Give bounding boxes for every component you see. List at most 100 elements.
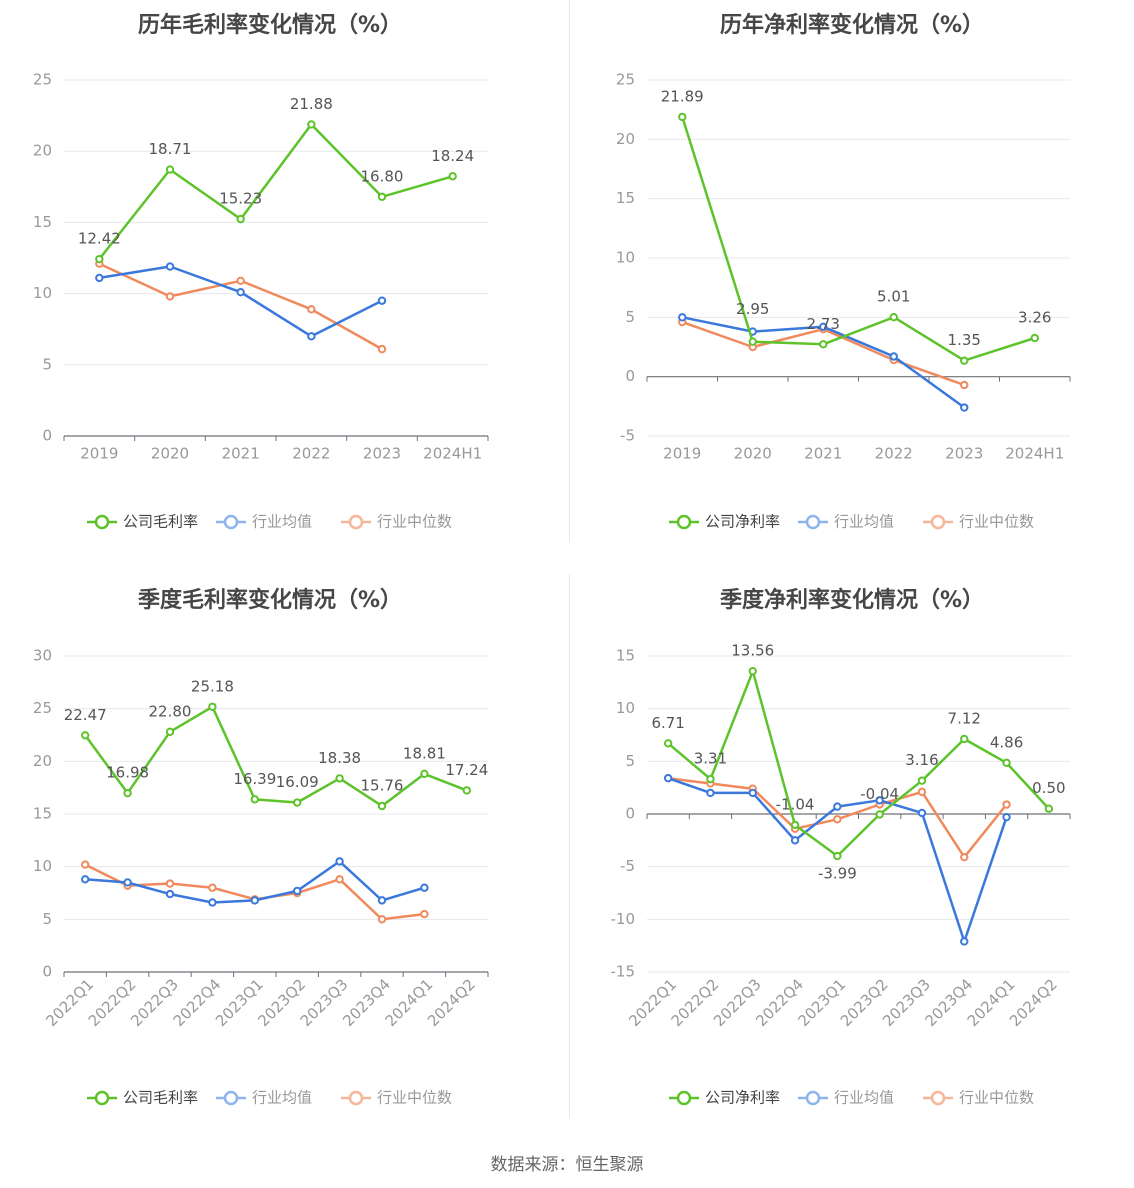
point-industry_avg	[678, 313, 687, 322]
legend-marker	[348, 514, 364, 530]
point-industry_avg	[1002, 812, 1011, 822]
legend-label: 行业中位数	[959, 1089, 1034, 1107]
legend-item[interactable]: 行业均值	[216, 513, 312, 531]
point-industry_avg	[420, 883, 429, 892]
series-line-company	[84, 705, 468, 808]
point-industry_avg	[819, 322, 828, 332]
chart-annual-net: 历年净利率变化情况（%） -5 0 5 10 15 20 25 2019 2020 2021 2022…	[616, 12, 1071, 531]
data-label: 4.86	[990, 733, 1023, 751]
vertical-divider-bottom	[569, 574, 570, 1118]
legend-marker	[805, 514, 821, 530]
point-company	[960, 734, 969, 744]
y-tick-label: 10	[33, 857, 52, 875]
point-company	[236, 214, 245, 224]
point-company	[819, 340, 828, 349]
point-company	[1030, 333, 1039, 343]
point-industry_median	[833, 815, 842, 824]
legend-label: 行业中位数	[959, 513, 1034, 531]
legend-item[interactable]: 行业均值	[798, 513, 894, 531]
legend-item[interactable]: 行业中位数	[341, 1089, 452, 1107]
point-industry_median	[165, 292, 175, 301]
point-company	[678, 112, 687, 122]
y-tick-label: 0	[42, 963, 52, 981]
point-industry_avg	[123, 878, 132, 887]
point-company	[889, 313, 898, 322]
x-tick-label: 2024Q2	[424, 975, 479, 1030]
legend-marker	[676, 1090, 692, 1106]
series-line-company	[98, 123, 454, 260]
chart-annual-gross: 历年毛利率变化情况（%） 0 5 10 15 20 25 2019 2020 2021 2022 20…	[33, 12, 489, 531]
legend-item[interactable]: 公司毛利率	[87, 1089, 198, 1107]
legend-marker	[223, 514, 239, 530]
point-industry_avg	[81, 875, 90, 884]
data-label: 18.81	[403, 744, 446, 762]
legend-item[interactable]: 公司净利率	[669, 1089, 780, 1107]
point-company	[448, 172, 457, 181]
data-label: -3.99	[818, 865, 857, 883]
point-industry_median	[960, 852, 969, 862]
point-industry_median	[917, 787, 927, 797]
point-company	[165, 165, 175, 174]
x-tick-label: 2020	[151, 445, 189, 463]
point-company	[420, 769, 429, 779]
x-tick-label: 2019	[663, 445, 701, 463]
point-company	[1002, 758, 1011, 768]
point-industry_median	[165, 879, 175, 888]
y-tick-label: 20	[33, 142, 52, 160]
series-line-company	[667, 669, 1050, 858]
x-tick-label: 2021	[222, 445, 260, 463]
point-company	[377, 192, 387, 201]
data-label: 22.80	[149, 702, 192, 720]
y-tick-label: -15	[611, 963, 636, 981]
x-tick-label: 2022	[875, 445, 913, 463]
point-industry_avg	[833, 802, 842, 811]
data-label: 18.71	[149, 140, 192, 158]
legend-item[interactable]: 公司毛利率	[87, 513, 198, 531]
x-tick-label: 2023	[945, 445, 983, 463]
y-tick-label: 15	[616, 189, 635, 207]
y-tick-label: 10	[616, 699, 635, 717]
data-label: -0.04	[860, 785, 899, 803]
data-label: 18.24	[431, 147, 474, 165]
legend-item[interactable]: 行业中位数	[923, 513, 1034, 531]
point-industry_avg	[917, 808, 927, 818]
point-industry_median	[208, 883, 217, 892]
point-industry_median	[1002, 800, 1011, 809]
y-tick-label: -5	[620, 427, 635, 445]
y-tick-label: 15	[616, 647, 635, 665]
data-label: 16.80	[361, 167, 404, 185]
x-tick-label: 2020	[734, 445, 772, 463]
data-label: -1.04	[776, 795, 815, 813]
legend-item[interactable]: 行业均值	[798, 1089, 894, 1107]
point-industry_median	[335, 875, 344, 884]
point-industry_avg	[960, 403, 969, 412]
legend-item[interactable]: 行业中位数	[923, 1089, 1034, 1107]
chart-quarterly-net: 季度净利率变化情况（%）-15-10-50510152022Q12022Q220…	[611, 587, 1071, 1107]
data-label: 15.76	[361, 776, 404, 794]
y-tick-label: 20	[616, 130, 635, 148]
legend-label: 公司毛利率	[123, 1089, 198, 1107]
point-company	[917, 776, 927, 785]
data-label: 25.18	[191, 677, 234, 695]
point-industry_avg	[377, 296, 387, 305]
legend-item[interactable]: 公司净利率	[669, 513, 780, 531]
point-company	[663, 739, 673, 748]
y-tick-label: 15	[33, 213, 52, 231]
legend-label: 行业中位数	[377, 1089, 452, 1107]
y-tick-label: 5	[625, 308, 635, 326]
point-company	[335, 774, 344, 783]
point-company	[377, 801, 387, 811]
point-industry_median	[377, 915, 387, 924]
data-label: 18.38	[318, 749, 361, 767]
point-company	[706, 774, 715, 784]
data-label: 22.47	[64, 706, 107, 724]
point-industry_median	[420, 909, 429, 919]
point-industry_avg	[875, 796, 884, 805]
y-tick-label: 0	[42, 427, 52, 445]
point-industry_avg	[293, 886, 302, 896]
chart-title: 历年毛利率变化情况（%）	[138, 12, 402, 38]
legend-item[interactable]: 行业中位数	[341, 513, 452, 531]
legend-item[interactable]: 行业均值	[216, 1089, 312, 1107]
y-tick-label: 20	[33, 752, 52, 770]
point-industry_avg	[706, 788, 715, 798]
